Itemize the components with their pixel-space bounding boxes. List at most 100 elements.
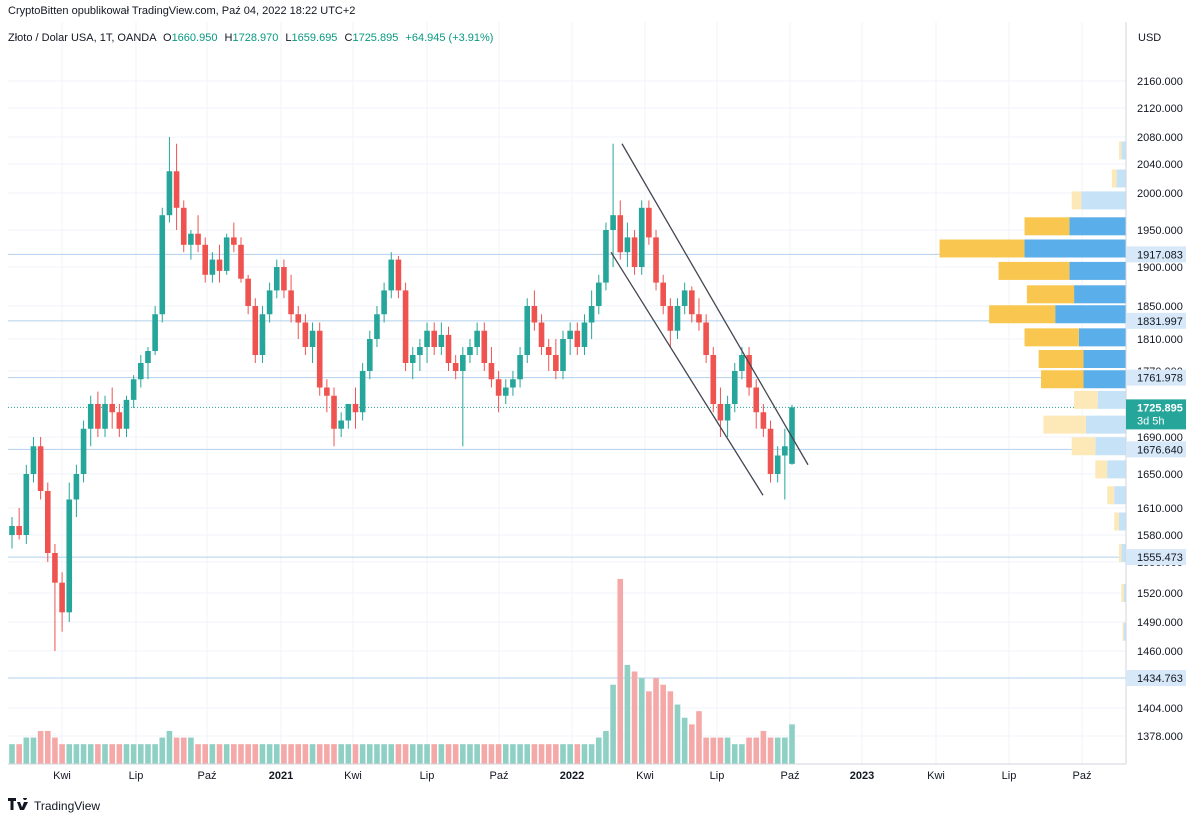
symbol-name[interactable]: Złoto / Dolar USA, 1T, OANDA xyxy=(8,32,156,44)
candle-body xyxy=(660,282,666,306)
candle xyxy=(388,252,395,299)
candle-body xyxy=(195,233,201,245)
candle-body xyxy=(73,474,80,500)
volume-bar xyxy=(216,744,223,764)
price-tick-label: 1490.000 xyxy=(1137,617,1183,629)
candle-body xyxy=(739,355,745,371)
volume-bar xyxy=(259,744,266,764)
candle xyxy=(782,428,788,500)
price-axis[interactable]: USD 2160.000 2120.000 2080.000 2040.000 2000.… xyxy=(1126,32,1186,743)
volume-bar xyxy=(445,744,452,764)
candle-body xyxy=(309,330,316,347)
candle-body xyxy=(724,404,731,421)
candle-body xyxy=(374,314,380,339)
candle xyxy=(681,282,688,315)
candle-body xyxy=(409,355,416,363)
candle-body xyxy=(524,306,531,355)
candle-body xyxy=(223,237,230,271)
candle-body xyxy=(689,290,695,315)
candle-body xyxy=(202,244,209,275)
candle xyxy=(123,395,130,437)
candle xyxy=(95,391,101,437)
profile-bar-yellow xyxy=(1111,169,1117,188)
footer-brand-name: TradingView xyxy=(34,798,101,813)
candle xyxy=(331,387,337,447)
candle xyxy=(173,143,180,230)
volume-profile xyxy=(939,141,1126,641)
time-tick-label: Paź xyxy=(1073,770,1092,782)
candle xyxy=(581,314,588,355)
volume-bar xyxy=(273,744,280,764)
candle xyxy=(209,252,216,283)
candle-body xyxy=(324,387,330,396)
volume-bar xyxy=(59,744,65,764)
volume-bar xyxy=(731,744,738,764)
volume-bar xyxy=(9,744,15,764)
candle xyxy=(138,355,144,388)
level-badge xyxy=(1126,246,1186,263)
candle xyxy=(739,347,745,380)
candle-body xyxy=(553,355,559,371)
time-tick-label: Paź xyxy=(490,770,509,782)
candle xyxy=(617,200,624,260)
volume-bar xyxy=(467,744,473,764)
volume-bar xyxy=(710,737,717,764)
candle-body xyxy=(753,387,760,413)
volume-bar xyxy=(295,744,302,764)
profile-bar-yellow xyxy=(1074,390,1098,409)
volume-bar xyxy=(231,744,237,764)
volume-bar xyxy=(739,744,745,764)
profile-bar-yellow xyxy=(1024,328,1079,347)
time-axis[interactable]: Kwi Lip Paź 2021 Kwi Lip Paź 2022 Kwi Lip Paź 2023 K… xyxy=(53,770,1091,782)
volume-bar xyxy=(717,737,724,764)
volume-bar xyxy=(16,744,22,764)
profile-bar-blue xyxy=(1095,437,1126,456)
candle xyxy=(338,412,344,437)
profile-bar-blue xyxy=(1078,328,1126,347)
candle xyxy=(689,286,695,323)
volume-bar xyxy=(381,744,387,764)
candle-body xyxy=(782,446,788,456)
level-badge xyxy=(1126,441,1186,458)
currency-label: USD xyxy=(1138,32,1161,44)
candle xyxy=(381,282,387,323)
candle xyxy=(166,137,173,223)
volume-bar xyxy=(223,744,230,764)
volume-bar xyxy=(431,744,438,764)
candle xyxy=(502,379,509,404)
candle xyxy=(309,322,316,363)
level-badge xyxy=(1126,670,1186,686)
candle xyxy=(116,404,123,437)
footer-brand[interactable]: TradingView xyxy=(8,796,101,813)
candle xyxy=(87,395,94,447)
candle-body xyxy=(646,207,652,238)
candle-body xyxy=(545,347,552,355)
candle xyxy=(223,233,230,275)
candle-body xyxy=(467,347,473,355)
candle-body xyxy=(173,171,180,208)
volume-bar xyxy=(345,744,352,764)
candle-body xyxy=(538,322,545,347)
volume-bar xyxy=(352,744,359,764)
candle xyxy=(545,339,552,371)
candle xyxy=(553,339,559,380)
profile-bar-yellow xyxy=(1071,191,1082,210)
candle xyxy=(731,363,738,413)
volume-bar xyxy=(388,744,395,764)
candle-body xyxy=(166,171,173,216)
candle xyxy=(195,215,201,253)
candle xyxy=(109,387,115,429)
candle-body xyxy=(703,322,709,355)
candle xyxy=(538,314,545,355)
volume-bar xyxy=(481,744,488,764)
trend-channel[interactable] xyxy=(610,143,809,496)
candle xyxy=(610,143,616,267)
volume-bar xyxy=(610,684,616,764)
candle xyxy=(667,298,674,347)
candle-body xyxy=(37,446,44,491)
candle xyxy=(259,306,266,363)
volume-bar xyxy=(316,744,323,764)
candle-body xyxy=(431,330,438,347)
candle xyxy=(273,259,280,299)
